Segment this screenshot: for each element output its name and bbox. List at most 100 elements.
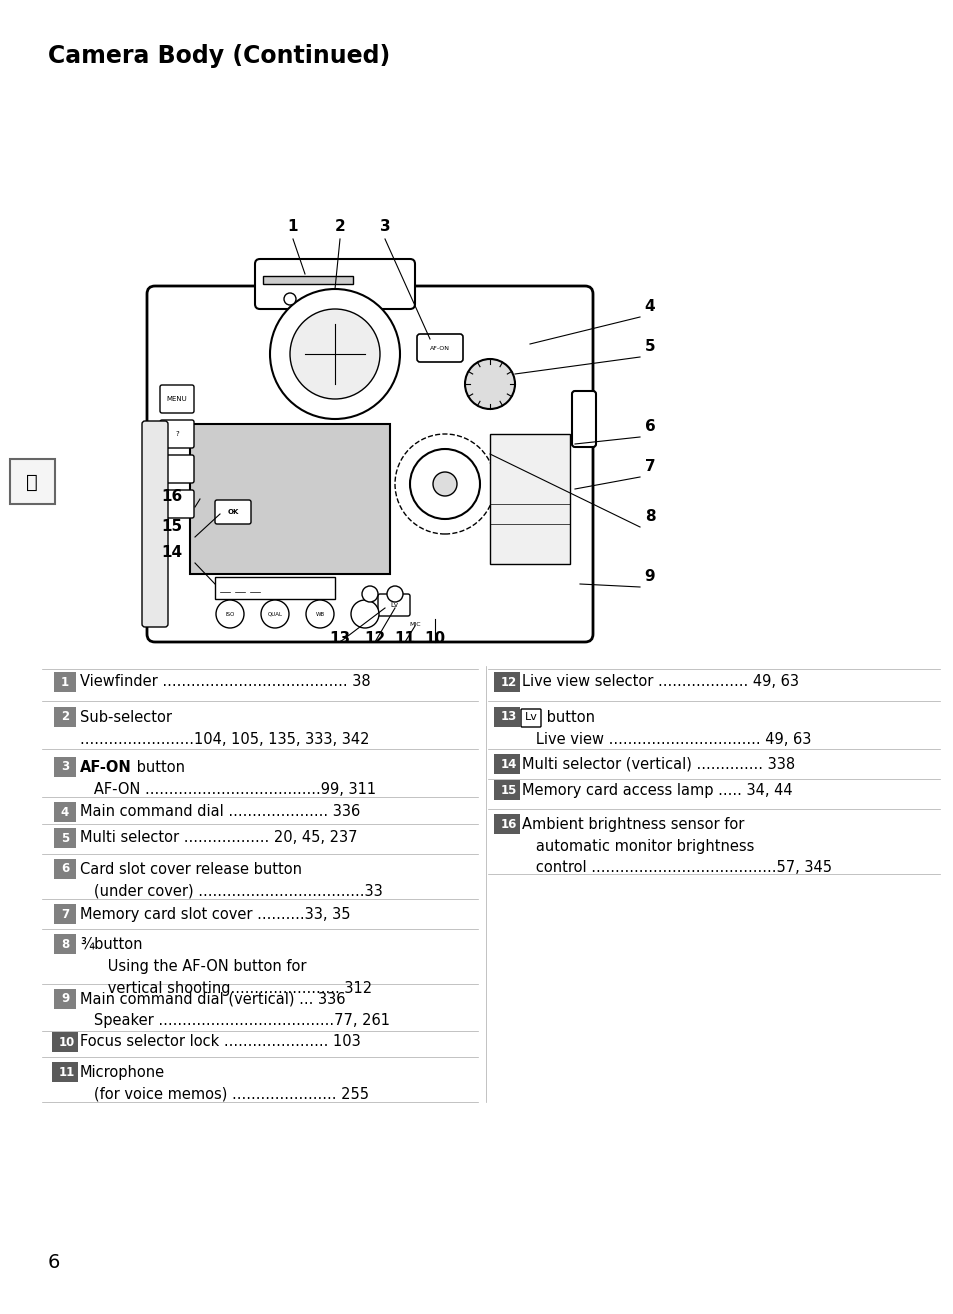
FancyBboxPatch shape [160, 385, 193, 413]
Text: 9: 9 [644, 569, 655, 583]
Text: Memory card slot cover ..........33, 35: Memory card slot cover ..........33, 35 [80, 907, 350, 921]
Text: 15: 15 [161, 519, 182, 533]
FancyBboxPatch shape [160, 420, 193, 448]
Circle shape [270, 289, 399, 419]
Text: 2: 2 [61, 711, 69, 724]
Text: Sub-selector: Sub-selector [80, 710, 172, 724]
Text: Memory card access lamp ..... 34, 44: Memory card access lamp ..... 34, 44 [521, 783, 792, 798]
Text: 8: 8 [644, 509, 655, 524]
Text: Live view selector ................... 49, 63: Live view selector ................... 4… [521, 674, 799, 690]
Text: 16: 16 [161, 489, 182, 505]
Text: WB: WB [315, 611, 324, 616]
Circle shape [261, 600, 289, 628]
Text: 6: 6 [61, 862, 69, 875]
Bar [190, 424, 390, 574]
Text: Multi selector .................. 20, 45, 237: Multi selector .................. 20, 45… [80, 830, 357, 845]
Text: 7: 7 [61, 908, 69, 921]
Bar [54, 757, 76, 777]
Bar [494, 671, 519, 692]
Bar [494, 813, 519, 834]
Text: 14: 14 [500, 757, 517, 770]
Text: 10: 10 [59, 1035, 75, 1049]
Text: vertical shooting....................... 312: vertical shooting.......................… [80, 980, 372, 996]
Bar [494, 754, 519, 774]
FancyBboxPatch shape [214, 501, 251, 524]
Bar [54, 989, 76, 1009]
Circle shape [290, 309, 379, 399]
Text: 7: 7 [644, 459, 655, 474]
Text: 12: 12 [500, 675, 517, 689]
Text: MIC: MIC [409, 622, 420, 627]
Text: 3: 3 [61, 761, 69, 774]
Text: ?: ? [175, 431, 178, 438]
Text: AF-ON .....................................99, 311: AF-ON ..................................… [80, 782, 375, 796]
Text: 11: 11 [59, 1066, 75, 1079]
Bar [54, 934, 76, 954]
Bar [494, 707, 519, 727]
Text: Main command dial (vertical) ... 336: Main command dial (vertical) ... 336 [80, 992, 345, 1007]
Bar [52, 1062, 78, 1081]
Text: Ambient brightness sensor for: Ambient brightness sensor for [521, 816, 743, 832]
Text: 15: 15 [500, 783, 517, 796]
Bar [490, 434, 569, 564]
Circle shape [306, 600, 334, 628]
Text: 6: 6 [644, 419, 655, 434]
Text: button: button [541, 710, 595, 724]
Text: Focus selector lock ...................... 103: Focus selector lock ....................… [80, 1034, 360, 1050]
Text: (for voice memos) ...................... 255: (for voice memos) ......................… [80, 1087, 369, 1101]
Circle shape [361, 586, 377, 602]
Circle shape [433, 472, 456, 495]
FancyBboxPatch shape [572, 392, 596, 447]
Text: ........................104, 105, 135, 333, 342: ........................104, 105, 135, 3… [80, 732, 369, 746]
FancyBboxPatch shape [377, 594, 410, 616]
Text: Using the AF-ON button for: Using the AF-ON button for [80, 958, 306, 974]
Text: 1: 1 [288, 219, 298, 234]
Text: automatic monitor brightness: automatic monitor brightness [521, 838, 754, 854]
Circle shape [284, 293, 295, 305]
Text: QUAL: QUAL [267, 611, 282, 616]
Text: 5: 5 [61, 832, 69, 845]
Text: 8: 8 [61, 937, 69, 950]
Text: Multi selector (vertical) .............. 338: Multi selector (vertical) ..............… [521, 757, 794, 771]
FancyBboxPatch shape [142, 420, 168, 627]
Circle shape [387, 586, 402, 602]
Bar [54, 802, 76, 823]
Bar [54, 904, 76, 924]
Text: 11: 11 [395, 631, 416, 646]
FancyBboxPatch shape [416, 334, 462, 361]
Circle shape [215, 600, 244, 628]
Circle shape [464, 359, 515, 409]
Text: 3: 3 [379, 219, 390, 234]
Text: 14: 14 [161, 545, 182, 560]
Text: (under cover) ...................................33: (under cover) ..........................… [80, 883, 382, 899]
Bar [54, 671, 76, 692]
Text: 12: 12 [364, 631, 385, 646]
Text: ISO: ISO [225, 611, 234, 616]
FancyBboxPatch shape [160, 490, 193, 518]
Text: 5: 5 [644, 339, 655, 353]
FancyBboxPatch shape [147, 286, 593, 643]
Text: Lv: Lv [390, 602, 397, 608]
Circle shape [410, 449, 479, 519]
Text: Lv: Lv [524, 712, 537, 721]
Bar [263, 276, 353, 284]
Text: 13: 13 [329, 631, 350, 646]
Bar [54, 828, 76, 848]
FancyBboxPatch shape [160, 455, 193, 484]
Text: Card slot cover release button: Card slot cover release button [80, 862, 302, 876]
Text: 2: 2 [335, 219, 345, 234]
Text: Camera Body (Continued): Camera Body (Continued) [48, 43, 390, 68]
FancyBboxPatch shape [520, 710, 540, 727]
Text: Main command dial ..................... 336: Main command dial ..................... … [80, 804, 360, 820]
Text: 4: 4 [644, 300, 655, 314]
Text: OK: OK [227, 509, 238, 515]
Text: 4: 4 [61, 805, 69, 819]
Text: 6: 6 [48, 1254, 60, 1272]
Text: button: button [132, 759, 185, 774]
Bar [494, 781, 519, 800]
Circle shape [351, 600, 378, 628]
Bar [52, 1031, 78, 1053]
Text: control .......................................57, 345: control ................................… [521, 861, 831, 875]
FancyBboxPatch shape [254, 259, 415, 309]
Bar [54, 859, 76, 879]
